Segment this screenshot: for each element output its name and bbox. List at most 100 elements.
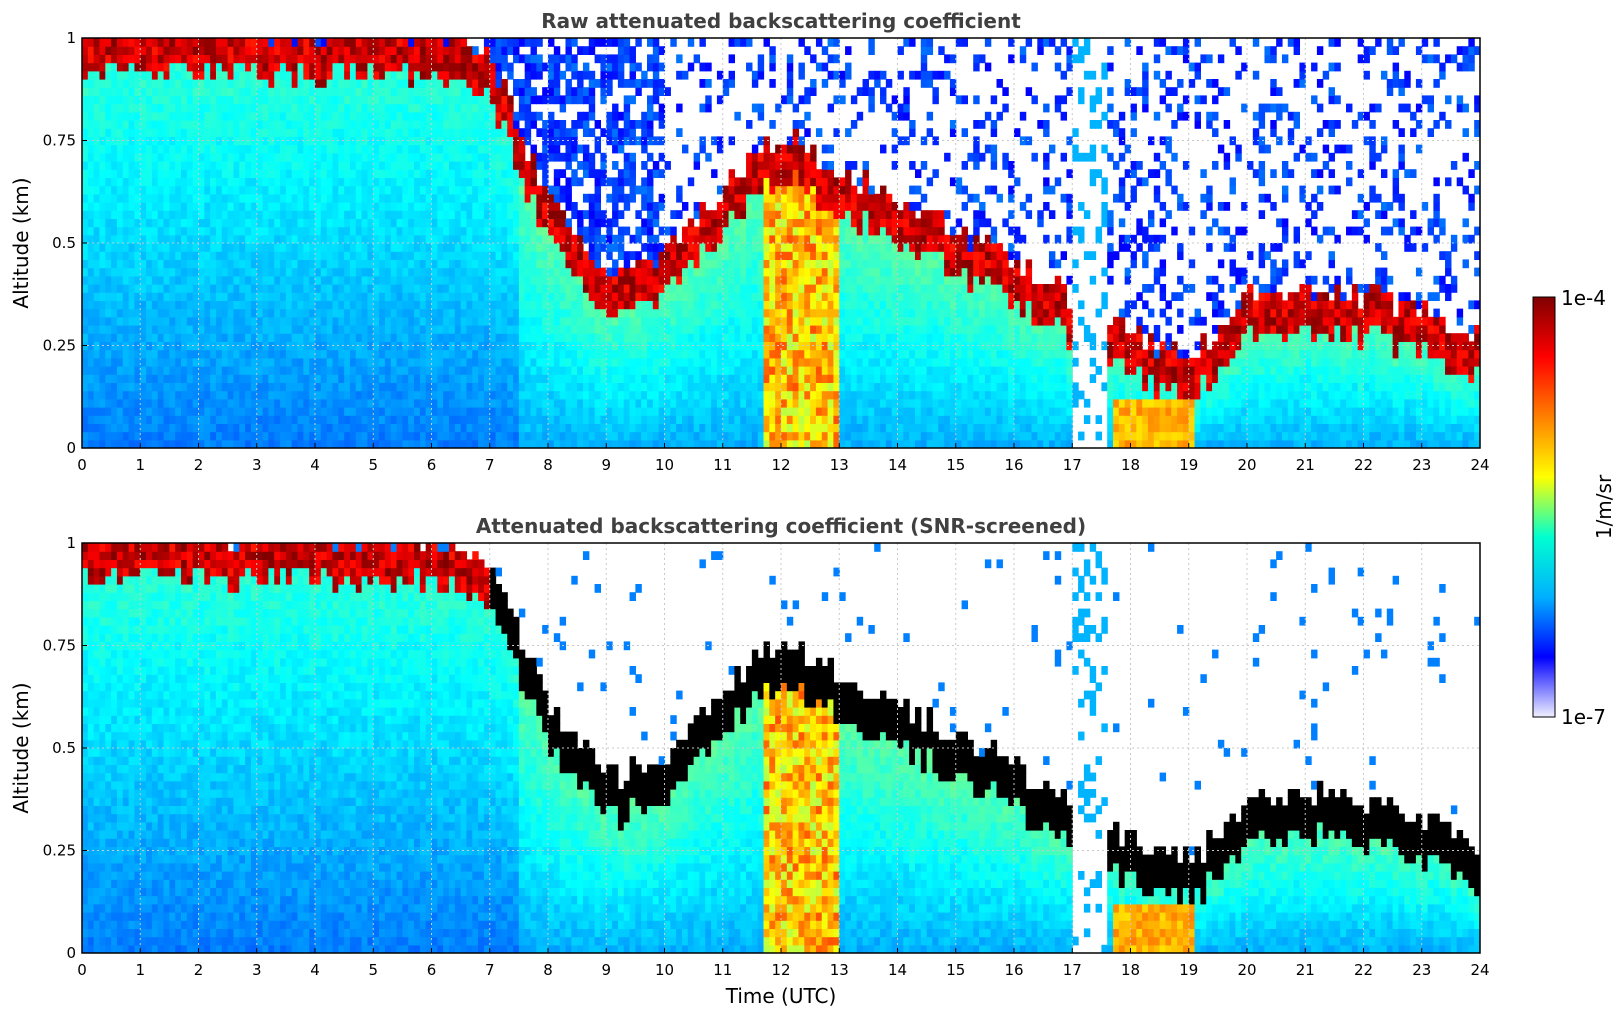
- heatmap-cell: [303, 226, 310, 236]
- heatmap-cell: [681, 341, 689, 351]
- heatmap-cell: [87, 202, 95, 211]
- heatmap-cell: [163, 259, 170, 269]
- heatmap-cell: [478, 111, 485, 121]
- heatmap-cell: [303, 267, 310, 277]
- heatmap-cell: [559, 152, 567, 162]
- heatmap-cell: [606, 316, 613, 326]
- heatmap-cell: [181, 423, 188, 433]
- heatmap-cell: [582, 300, 590, 310]
- heatmap-cell: [210, 374, 217, 383]
- heatmap-cell: [157, 79, 165, 88]
- heatmap-cell: [227, 87, 235, 96]
- heatmap-cell: [425, 46, 433, 55]
- heatmap-cell: [530, 70, 537, 80]
- heatmap-cell: [699, 226, 706, 236]
- heatmap-cell: [495, 128, 502, 137]
- heatmap-cell: [239, 87, 246, 96]
- heatmap-cell: [483, 120, 491, 129]
- heatmap-cell: [204, 193, 211, 203]
- heatmap-cell: [315, 111, 322, 121]
- heatmap-cell: [681, 423, 689, 433]
- heatmap-cell: [82, 152, 89, 162]
- heatmap-cell: [338, 79, 345, 88]
- heatmap-cell: [116, 300, 124, 310]
- heatmap-cell: [128, 439, 136, 448]
- heatmap-cell: [105, 275, 112, 285]
- heatmap-cell: [146, 177, 153, 187]
- heatmap-cell: [192, 423, 200, 433]
- panel-raw: Raw attenuated backscattering coefficien…: [9, 9, 1490, 474]
- heatmap-cell: [204, 218, 211, 228]
- heatmap-cell: [495, 169, 502, 178]
- heatmap-cell: [151, 267, 159, 277]
- heatmap-cell: [111, 87, 118, 96]
- heatmap-cell: [553, 193, 561, 203]
- heatmap-cell: [513, 218, 520, 228]
- heatmap-cell: [140, 234, 147, 244]
- heatmap-cell: [250, 284, 258, 293]
- heatmap-cell: [524, 398, 532, 408]
- heatmap-cell: [443, 374, 450, 383]
- heatmap-cell: [681, 415, 689, 424]
- heatmap-cell: [553, 95, 561, 105]
- heatmap-cell: [181, 325, 188, 334]
- heatmap-cell: [408, 193, 415, 203]
- heatmap-cell: [612, 325, 619, 334]
- heatmap-cell: [518, 234, 526, 244]
- heatmap-cell: [524, 439, 532, 448]
- heatmap-cell: [82, 169, 89, 178]
- heatmap-cell: [262, 259, 269, 269]
- heatmap-cell: [99, 275, 106, 285]
- heatmap-cell: [204, 226, 211, 236]
- heatmap-cell: [87, 169, 95, 178]
- heatmap-cell: [315, 349, 322, 359]
- heatmap-cell: [384, 357, 392, 367]
- heatmap-cell: [588, 349, 596, 359]
- heatmap-cell: [373, 46, 380, 55]
- heatmap-cell: [530, 275, 537, 285]
- heatmap-cell: [518, 152, 526, 162]
- heatmap-cell: [227, 398, 235, 408]
- heatmap-cell: [175, 349, 182, 359]
- heatmap-cell: [309, 210, 316, 219]
- heatmap-cell: [390, 193, 398, 203]
- heatmap-cell: [379, 62, 386, 72]
- heatmap-cell: [472, 325, 479, 334]
- heatmap-cell: [309, 423, 316, 433]
- heatmap-cell: [338, 251, 345, 260]
- heatmap-cell: [402, 218, 409, 228]
- heatmap-cell: [612, 366, 619, 375]
- heatmap-cell: [146, 70, 153, 80]
- heatmap-cell: [151, 120, 159, 129]
- heatmap-cell: [373, 292, 380, 301]
- heatmap-cell: [227, 54, 235, 64]
- heatmap-cell: [204, 423, 211, 433]
- heatmap-cell: [524, 202, 532, 211]
- heatmap-cell: [693, 152, 701, 162]
- heatmap-cell: [361, 341, 369, 351]
- heatmap-cell: [548, 423, 555, 433]
- heatmap-cell: [326, 382, 334, 392]
- heatmap-cell: [483, 193, 491, 203]
- heatmap-cell: [355, 144, 363, 154]
- heatmap-cell: [128, 185, 136, 195]
- heatmap-cell: [134, 103, 141, 113]
- heatmap-cell: [285, 357, 293, 367]
- heatmap-cell: [553, 382, 561, 392]
- heatmap-cell: [268, 439, 275, 448]
- heatmap-cell: [344, 103, 351, 113]
- heatmap-cell: [204, 169, 211, 178]
- heatmap-cell: [151, 284, 159, 293]
- heatmap-cell: [454, 54, 462, 64]
- heatmap-cell: [425, 243, 433, 252]
- heatmap-cell: [571, 341, 578, 351]
- heatmap-cell: [635, 415, 642, 424]
- heatmap-cell: [623, 300, 631, 310]
- heatmap-cell: [122, 136, 130, 146]
- heatmap-cell: [379, 431, 386, 441]
- heatmap-cell: [489, 382, 497, 392]
- heatmap-cell: [402, 439, 409, 448]
- heatmap-cell: [297, 243, 304, 252]
- heatmap-cell: [233, 275, 240, 285]
- heatmap-cell: [390, 243, 398, 252]
